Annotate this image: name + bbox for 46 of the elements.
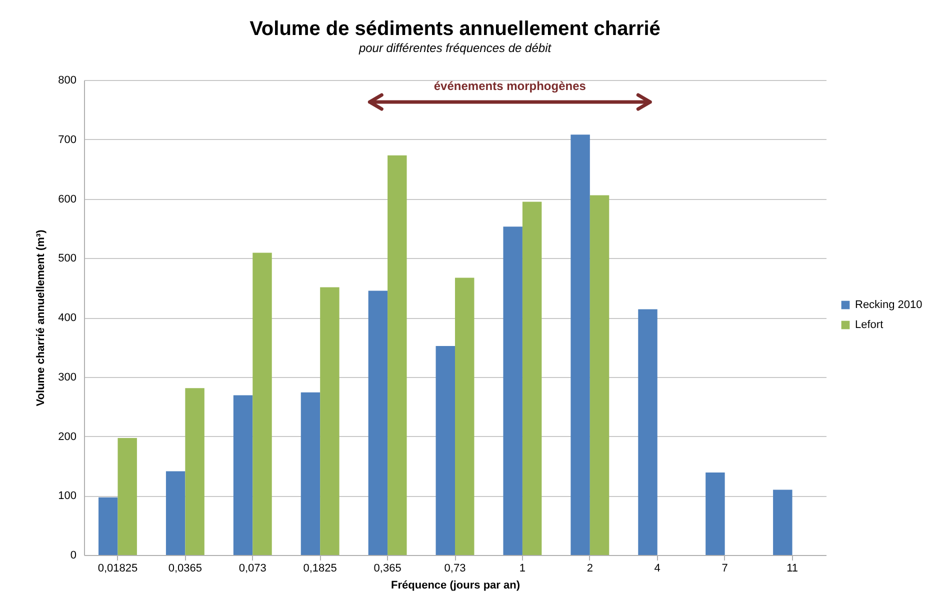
bar	[98, 497, 118, 555]
y-tick-label: 300	[58, 371, 76, 384]
bar	[166, 471, 186, 555]
bar	[706, 472, 725, 555]
y-tick-label: 800	[58, 74, 76, 86]
x-tick-label: 2	[586, 562, 593, 574]
legend-label: Recking 2010	[855, 299, 922, 311]
x-tick-label: 11	[786, 562, 798, 574]
legend-label: Lefort	[855, 319, 884, 331]
bar	[233, 395, 253, 555]
bar	[388, 155, 407, 555]
bar	[455, 278, 474, 555]
bar	[185, 388, 204, 555]
x-tick-label: 0,365	[374, 562, 402, 574]
chart-subtitle: pour différentes fréquences de débit	[358, 41, 552, 55]
chart-title: Volume de sédiments annuellement charrié	[250, 18, 660, 40]
bar	[300, 392, 320, 555]
x-tick-label: 7	[722, 562, 728, 574]
x-tick-label: 4	[654, 562, 660, 574]
bar	[570, 134, 590, 555]
y-tick-label: 500	[58, 252, 76, 265]
bar	[522, 202, 542, 555]
x-tick-label: 1	[519, 562, 526, 574]
x-axis-title: Fréquence (jours par an)	[391, 580, 520, 592]
bar	[773, 490, 792, 555]
y-tick-label: 200	[58, 430, 76, 443]
y-tick-label: 700	[58, 134, 76, 146]
x-tick-label: 0,01825	[98, 562, 138, 574]
annotation: événements morphogènes	[434, 79, 586, 93]
bar	[368, 290, 388, 555]
y-tick-label: 0	[70, 550, 76, 562]
x-tick-label: 0,73	[444, 562, 466, 574]
bar	[320, 287, 340, 555]
bar	[590, 195, 610, 555]
y-axis-title: Volume charrié annuellement (m³)	[35, 229, 48, 406]
bar	[118, 438, 137, 555]
y-tick-label: 100	[58, 490, 76, 502]
bar	[503, 226, 522, 555]
x-tick-label: 0,0365	[168, 562, 202, 574]
x-tick-label: 0,1825	[303, 562, 337, 574]
bar	[436, 346, 455, 555]
y-tick-label: 600	[58, 193, 76, 206]
bar	[638, 309, 658, 555]
x-tick-label: 0,073	[238, 562, 266, 574]
y-tick-label: 400	[58, 312, 76, 324]
bar	[252, 252, 272, 555]
